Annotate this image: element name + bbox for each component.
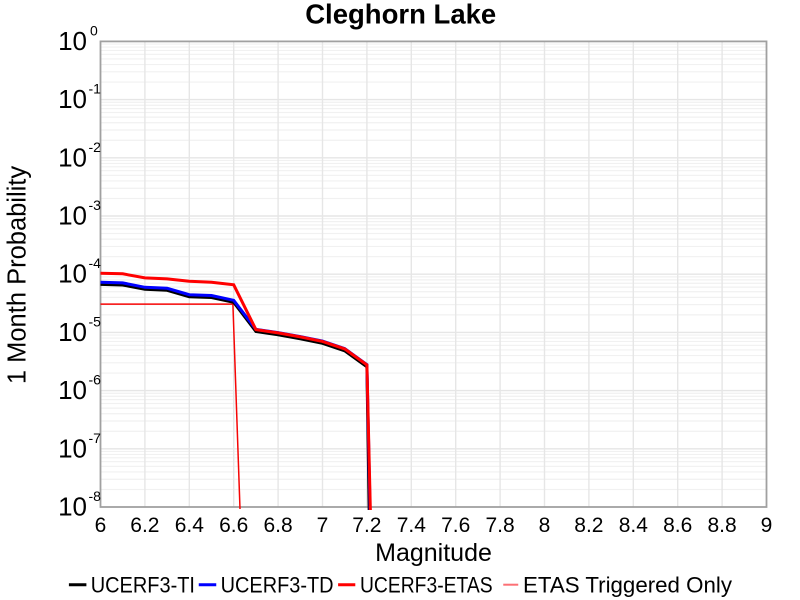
svg-text:10: 10	[58, 259, 87, 289]
svg-text:6.8: 6.8	[263, 514, 292, 537]
svg-text:7.8: 7.8	[485, 514, 514, 537]
svg-text:10: 10	[58, 84, 87, 114]
svg-text:6.2: 6.2	[130, 514, 159, 537]
svg-text:6.4: 6.4	[175, 514, 205, 537]
svg-text:Magnitude: Magnitude	[375, 539, 492, 567]
svg-text:7.4: 7.4	[397, 514, 427, 537]
svg-text:-4: -4	[89, 255, 102, 271]
svg-text:10: 10	[58, 492, 87, 522]
svg-text:10: 10	[58, 26, 87, 56]
svg-text:UCERF3-TI: UCERF3-TI	[91, 573, 195, 598]
svg-text:7.6: 7.6	[441, 514, 470, 537]
svg-text:10: 10	[58, 201, 87, 231]
svg-text:-5: -5	[89, 313, 102, 329]
svg-text:Cleghorn Lake: Cleghorn Lake	[305, 0, 496, 30]
svg-text:6.6: 6.6	[219, 514, 248, 537]
svg-text:ETAS Triggered Only: ETAS Triggered Only	[523, 573, 732, 598]
svg-text:8.8: 8.8	[707, 514, 736, 537]
svg-text:10: 10	[58, 317, 87, 347]
svg-text:-1: -1	[89, 81, 102, 97]
svg-text:10: 10	[58, 142, 87, 172]
svg-text:UCERF3-TD: UCERF3-TD	[221, 573, 334, 598]
svg-text:6: 6	[95, 514, 107, 537]
svg-text:-8: -8	[89, 488, 102, 504]
svg-text:-7: -7	[89, 430, 102, 446]
svg-text:-3: -3	[89, 197, 102, 213]
svg-text:0: 0	[90, 22, 98, 38]
svg-text:8: 8	[539, 514, 551, 537]
svg-text:8.6: 8.6	[663, 514, 692, 537]
svg-text:-6: -6	[89, 372, 102, 388]
svg-text:UCERF3-ETAS: UCERF3-ETAS	[360, 573, 493, 598]
svg-text:1 Month Probability: 1 Month Probability	[4, 166, 32, 385]
svg-text:8.4: 8.4	[619, 514, 649, 537]
svg-text:7: 7	[317, 514, 329, 537]
svg-text:8.2: 8.2	[574, 514, 603, 537]
svg-text:10: 10	[58, 375, 87, 405]
svg-text:9: 9	[761, 514, 773, 537]
svg-text:-2: -2	[89, 139, 102, 155]
svg-text:10: 10	[58, 433, 87, 463]
svg-text:7.2: 7.2	[352, 514, 381, 537]
